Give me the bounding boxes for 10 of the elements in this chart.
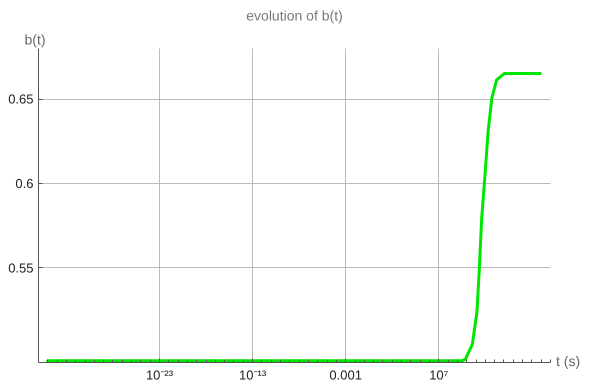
x-tick-label: 10⁻²³ [146, 368, 174, 382]
y-tick-label: 0.55 [8, 260, 34, 276]
y-tick-label: 0.6 [15, 176, 34, 192]
y-axis-title: b(t) [24, 32, 46, 48]
y-tick-label: 0.65 [8, 92, 34, 107]
x-tick-label: 10⁻¹³ [239, 368, 267, 382]
x-tick-label: 0.001 [329, 368, 362, 382]
chart-title: evolution of b(t) [246, 8, 343, 24]
x-axis-title: t (s) [556, 352, 580, 371]
x-tick-label: 10⁷ [429, 368, 449, 382]
